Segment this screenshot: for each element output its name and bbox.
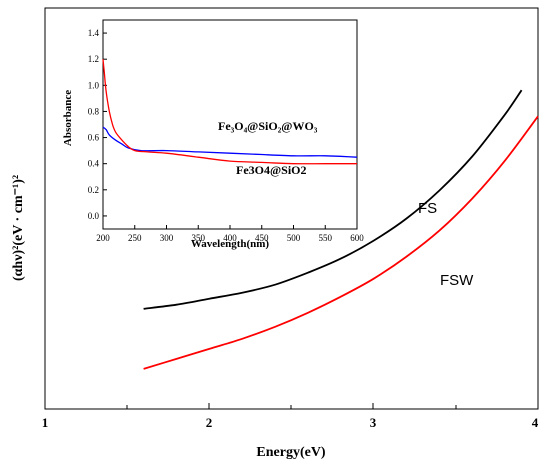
inset-x-tick-label: 200 <box>96 233 110 243</box>
main-x-tick-3: 3 <box>370 403 377 430</box>
inset-y-tick-label: 0.2 <box>88 185 99 195</box>
inset-series-line-sio2 <box>102 59 357 165</box>
main-x-tick-label: 4 <box>532 415 539 430</box>
inset-x-tick-label: 250 <box>128 233 142 243</box>
main-y-axis-label: (αhν)²(eV · cm⁻¹)² <box>11 175 26 281</box>
series-label-fsw: FSW <box>440 272 474 289</box>
inset-x-tick-label: 500 <box>287 233 301 243</box>
inset-y-tick-label: 1.2 <box>88 54 99 64</box>
inset-plot-frame <box>102 19 358 230</box>
main-series-line-fsw <box>143 115 539 370</box>
main-x-tick-label: 2 <box>206 415 213 430</box>
inset-x-tick-label: 600 <box>350 233 364 243</box>
inset-x-tick-label: 550 <box>319 233 333 243</box>
inset-x-tick-label: 400 <box>223 233 237 243</box>
main-x-tick-2: 2 <box>206 403 213 430</box>
main-x-tick-1: 1 <box>42 403 49 430</box>
inset-series-line-wo3 <box>102 126 358 158</box>
main-x-ticks: 1 2 3 4 <box>42 403 539 430</box>
inset-series-label-sio2: Fe3O4@SiO2 <box>236 163 307 177</box>
inset-y-tick-label: 1.0 <box>88 80 100 90</box>
main-x-tick-label: 3 <box>370 415 377 430</box>
inset-y-tick-label: 0.8 <box>88 106 100 116</box>
inset-series-group <box>102 59 358 165</box>
inset-y-tick-label: 1.4 <box>88 28 100 38</box>
inset-y-axis-label: Absorbance <box>62 90 74 146</box>
inset-x-tick-label: 450 <box>255 233 269 243</box>
series-label-fs: FS <box>418 200 437 217</box>
inset-y-tick-label: 0.4 <box>88 159 100 169</box>
inset-y-tick-label: 0.6 <box>88 133 100 143</box>
main-series-line-fs <box>143 89 523 310</box>
inset-x-tick-label: 350 <box>192 233 206 243</box>
main-series-group <box>143 89 539 370</box>
inset-y-tick-label: 0.0 <box>88 211 100 221</box>
inset-y-ticks: 0.0 0.2 0.4 0.6 0.8 1.0 1.2 1.4 <box>88 28 107 221</box>
main-x-axis-label: Energy(eV) <box>256 445 326 460</box>
inset-chart: 0.0 0.2 0.4 0.6 0.8 1.0 1.2 1.4 200 250 300 350 400… <box>62 19 364 250</box>
inset-x-tick-label: 300 <box>160 233 174 243</box>
inset-x-axis-label: Wavelength(nm) <box>191 238 270 250</box>
main-x-tick-label: 1 <box>42 415 49 430</box>
inset-x-ticks: 200 250 300 350 400 450 500 550 600 <box>96 225 364 243</box>
main-x-tick-4: 4 <box>532 403 539 430</box>
inset-series-label-wo3: Fe₃O₄@SiO₂@WO₃ <box>218 119 318 133</box>
